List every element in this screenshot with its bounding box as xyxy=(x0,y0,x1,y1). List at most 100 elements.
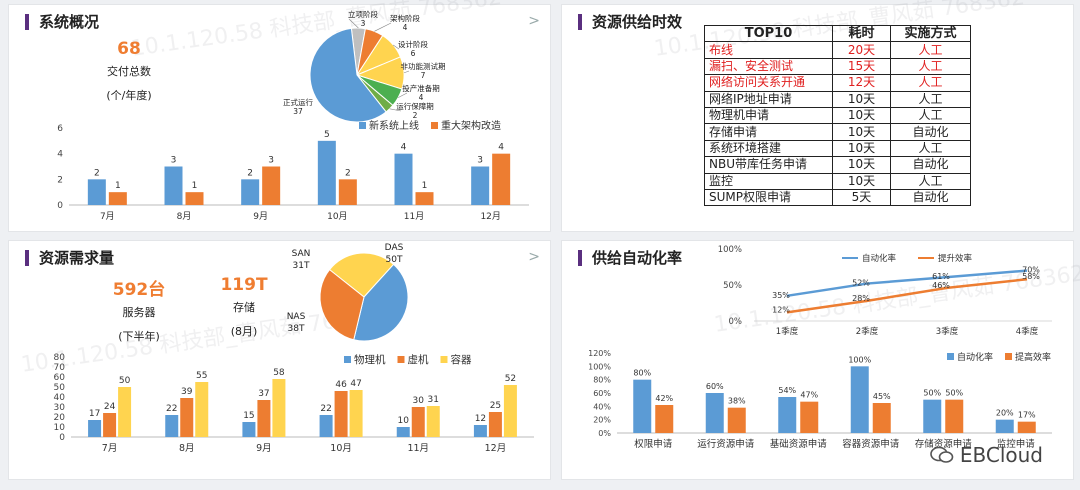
x-tick-label: 8月 xyxy=(179,443,195,454)
title-accent-bar xyxy=(25,249,29,266)
y-tick-label: 0 xyxy=(57,201,63,211)
x-tick-label: 8月 xyxy=(177,211,192,222)
legend-swatch xyxy=(359,122,366,129)
legend-swatch xyxy=(344,356,351,363)
bar xyxy=(262,166,281,205)
data-label: 5 xyxy=(324,130,330,140)
pie-label: DAS xyxy=(385,243,404,253)
bar xyxy=(88,420,102,437)
bar xyxy=(257,400,271,437)
table-cell-name: 系统环境搭建 xyxy=(704,139,833,158)
table-cell-name: NBU带库任务申请 xyxy=(704,156,833,174)
bar xyxy=(242,422,256,437)
pie-value: 4 xyxy=(419,93,424,102)
x-tick-label: 10月 xyxy=(327,211,347,222)
delivery-bar-chart: 0 2 4 6 2 1 7月 3 1 8月 2 3 9月 5 2 10月 4 1 11月 3 4 12月 新系统上线 重大架构… xyxy=(57,119,529,222)
data-label: 1 xyxy=(115,181,121,191)
header-top10: TOP10 xyxy=(704,24,833,43)
x-tick-label: 12月 xyxy=(480,211,500,222)
chevron-right-icon[interactable]: > xyxy=(528,13,540,29)
data-label: 22 xyxy=(320,404,331,414)
x-tick-label: 9月 xyxy=(256,443,272,454)
data-label: 3 xyxy=(268,156,274,166)
bar xyxy=(655,405,674,433)
y-tick-label: 120% xyxy=(588,349,611,358)
legend-label: 提高效率 xyxy=(1015,351,1051,363)
table-cell-time: 5天 xyxy=(832,188,891,207)
x-tick-label: 3季度 xyxy=(936,326,959,337)
bar xyxy=(338,179,357,205)
y-tick-label: 10 xyxy=(54,423,66,433)
leader-line xyxy=(392,44,400,50)
x-tick-label: 4季度 xyxy=(1016,326,1039,337)
x-tick-label: 12月 xyxy=(485,443,507,454)
x-tick-label: 11月 xyxy=(407,443,429,454)
bar xyxy=(317,140,336,205)
bar xyxy=(488,412,502,437)
pie-value: 37 xyxy=(293,107,303,116)
bar xyxy=(850,366,869,433)
data-label: 58% xyxy=(1022,272,1040,281)
table-row: 网络IP地址申请 10天 人工 xyxy=(704,90,971,108)
y-tick-label: 50% xyxy=(723,281,742,291)
bar xyxy=(241,179,260,205)
x-tick-label: 7月 xyxy=(102,443,118,454)
leader-line xyxy=(398,92,408,98)
data-label: 100% xyxy=(848,355,871,364)
panel-title: 资源供给时效 xyxy=(578,11,682,32)
data-label: 3 xyxy=(171,156,177,166)
pie-label: 正式运行 xyxy=(283,97,313,107)
table-cell-time: 10天 xyxy=(832,172,891,190)
legend-label: 提升效率 xyxy=(938,253,973,264)
data-label: 22 xyxy=(166,404,177,414)
leader-line xyxy=(348,18,359,29)
table-cell-time: 10天 xyxy=(832,139,891,158)
series-line xyxy=(786,269,1028,298)
data-label: 20% xyxy=(996,409,1014,418)
data-label: 10 xyxy=(398,416,410,426)
x-tick-label: 2季度 xyxy=(856,326,879,337)
y-tick-label: 30 xyxy=(54,403,66,413)
pie-label: NAS xyxy=(287,312,306,322)
bar xyxy=(426,406,440,437)
header-mode: 实施方式 xyxy=(890,24,971,43)
chevron-right-icon[interactable]: > xyxy=(528,249,540,265)
table-cell-name: 漏扫、安全测试 xyxy=(704,57,833,76)
bar xyxy=(633,379,652,433)
bar xyxy=(118,387,132,437)
table-cell-mode: 人工 xyxy=(890,139,971,158)
table-cell-name: 布线 xyxy=(704,41,833,59)
data-label: 46% xyxy=(932,281,950,290)
x-tick-label: 容器资源申请 xyxy=(842,438,900,450)
x-tick-label: 1季度 xyxy=(776,326,799,337)
pie-label: 设计阶段 xyxy=(398,39,428,49)
bar xyxy=(272,379,286,437)
table-row: 存储申请 10天 自动化 xyxy=(704,123,971,141)
x-tick-label: 11月 xyxy=(404,211,424,222)
data-label: 47% xyxy=(800,391,818,400)
data-label: 60% xyxy=(706,382,724,391)
bar xyxy=(492,153,511,205)
bar xyxy=(180,398,194,437)
data-label: 39 xyxy=(181,387,193,397)
table-cell-mode: 人工 xyxy=(890,74,971,92)
y-tick-label: 20 xyxy=(54,413,66,423)
pie-value: 6 xyxy=(411,49,416,58)
table-cell-mode: 自动化 xyxy=(890,188,971,207)
bar xyxy=(411,407,425,437)
y-tick-label: 2 xyxy=(57,175,63,185)
kpi-servers: 592台 服务器 (下半年) xyxy=(112,280,166,343)
legend-label: 新系统上线 xyxy=(369,119,419,132)
bar xyxy=(195,382,209,437)
pie-value: 3 xyxy=(361,19,366,28)
data-label: 12 xyxy=(475,414,486,424)
data-label: 50% xyxy=(923,389,941,398)
legend-swatch xyxy=(440,356,448,363)
header-time: 耗时 xyxy=(832,24,891,43)
table-cell-mode: 人工 xyxy=(890,172,971,190)
leader-line xyxy=(374,22,392,32)
y-tick-label: 40% xyxy=(593,402,611,411)
panel-resource-demand: 10.1.120.58 科技部_曹风茹 768362 资源需求量 > 592台 … xyxy=(8,240,551,480)
x-tick-label: 基础资源申请 xyxy=(770,438,828,450)
